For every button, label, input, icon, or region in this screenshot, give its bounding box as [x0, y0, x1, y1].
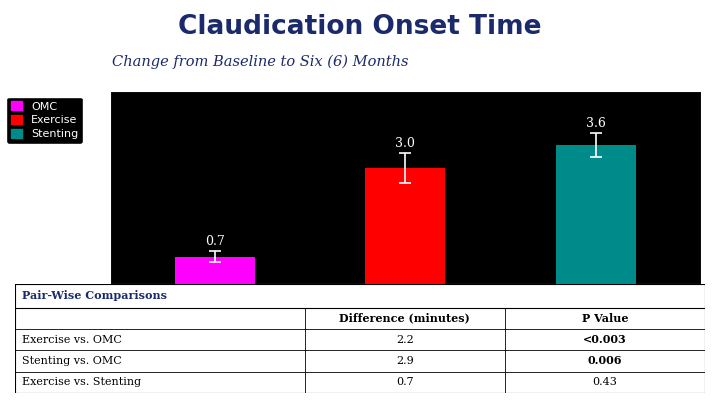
Text: 3.6: 3.6 [586, 117, 606, 130]
Text: 0.7: 0.7 [396, 377, 414, 387]
Text: Difference (minutes): Difference (minutes) [339, 313, 470, 324]
Bar [556, 145, 636, 284]
Text: 0.43: 0.43 [593, 377, 617, 387]
Bar [365, 168, 446, 284]
Text: Exercise vs. OMC: Exercise vs. OMC [22, 335, 122, 345]
Bar [15, 284, 705, 307]
Text: 2.9: 2.9 [396, 356, 414, 366]
Text: Pair-Wise Comparisons: Pair-Wise Comparisons [22, 290, 167, 301]
Y-axis label: Minutes: Minutes [73, 156, 88, 219]
Text: 2.2: 2.2 [396, 335, 414, 345]
Text: 0.7: 0.7 [205, 235, 225, 248]
Bar [175, 257, 255, 283]
Text: Stenting vs. OMC: Stenting vs. OMC [22, 356, 122, 366]
Text: <0.003: <0.003 [583, 334, 626, 345]
Text: Exercise vs. Stenting: Exercise vs. Stenting [22, 377, 141, 387]
Legend: OMC, Exercise, Stenting: OMC, Exercise, Stenting [6, 97, 83, 143]
Text: 0.006: 0.006 [588, 355, 622, 367]
Text: Claudication Onset Time: Claudication Onset Time [179, 14, 541, 40]
Text: P Value: P Value [582, 313, 628, 324]
Text: 3.0: 3.0 [395, 137, 415, 150]
Text: Change from Baseline to Six (6) Months: Change from Baseline to Six (6) Months [112, 55, 408, 69]
